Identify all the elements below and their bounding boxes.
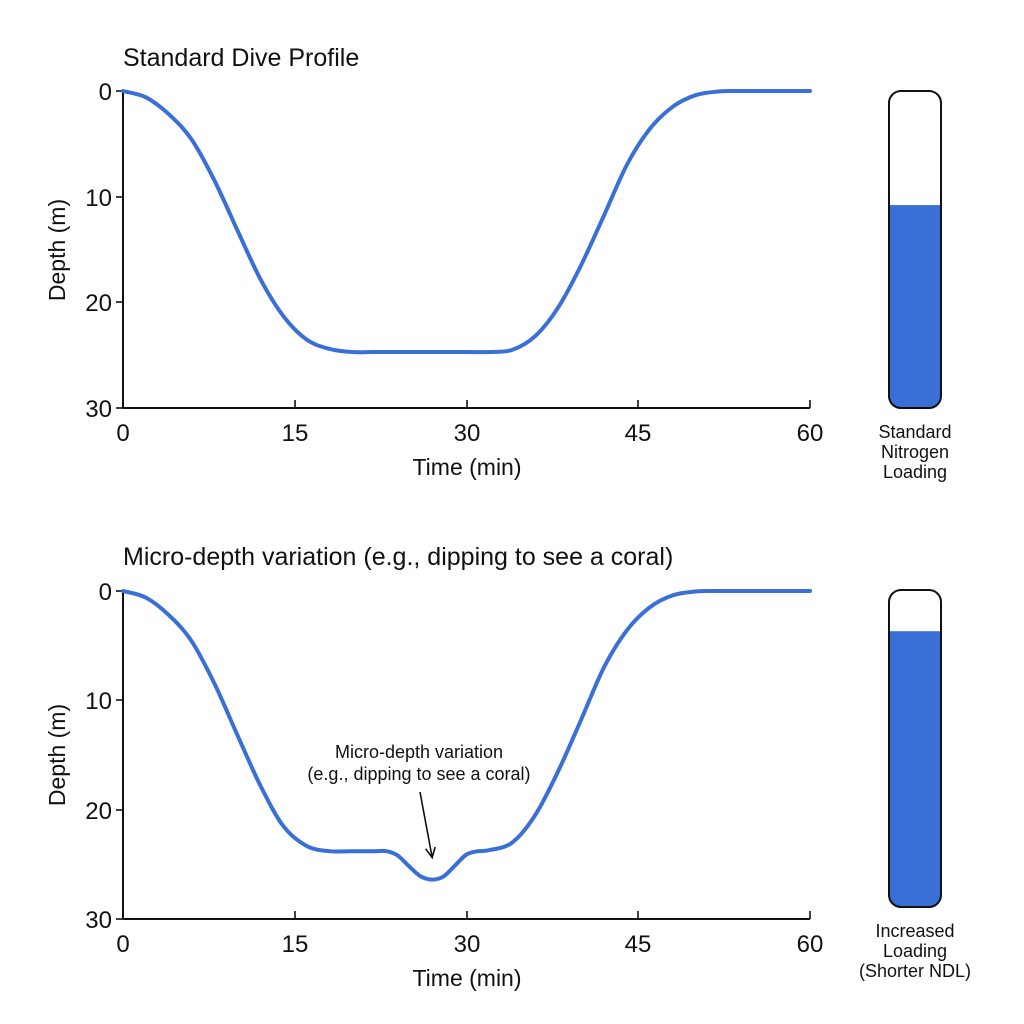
y-tick-label: 30 xyxy=(85,396,112,423)
x-tick-label: 60 xyxy=(797,420,824,447)
gauge-label-line: (Shorter NDL) xyxy=(859,961,971,981)
gauge-label-line: Loading xyxy=(883,462,947,482)
nitrogen-gauge-outline xyxy=(888,90,942,409)
x-tick-label: 30 xyxy=(454,420,481,447)
micro-depth-panel: Micro-depth variation (e.g., dipping to … xyxy=(44,543,971,991)
annotation-text-line: (e.g., dipping to see a coral) xyxy=(307,764,530,784)
x-tick-label: 0 xyxy=(116,931,129,958)
x-tick-label: 15 xyxy=(282,420,309,447)
x-tick-label: 30 xyxy=(454,931,481,958)
y-axis: 0 10 20 30 Depth (m) xyxy=(44,579,124,934)
gauge-label-line: Loading xyxy=(883,941,947,961)
y-axis: 0 10 20 30 Depth (m) xyxy=(44,79,124,423)
y-tick-label: 0 xyxy=(99,79,112,106)
y-axis-label: Depth (m) xyxy=(44,704,70,806)
x-tick-label: 45 xyxy=(625,931,652,958)
nitrogen-gauge-fill xyxy=(889,205,941,408)
nitrogen-gauge-fill xyxy=(889,631,941,907)
gauge-label-line: Nitrogen xyxy=(881,442,949,462)
y-tick-label: 30 xyxy=(85,907,112,934)
chart-title: Standard Dive Profile xyxy=(123,44,359,72)
gauge-label-line: Standard xyxy=(878,422,951,442)
x-tick-label: 0 xyxy=(116,420,129,447)
dive-profile-line xyxy=(121,88,812,355)
annotation-arrow xyxy=(419,791,433,858)
chart-title: Micro-depth variation (e.g., dipping to … xyxy=(123,543,673,571)
y-axis-label: Depth (m) xyxy=(44,199,70,301)
x-tick-label: 45 xyxy=(625,420,652,447)
x-axis: 0 15 30 45 60 Time (min) xyxy=(116,911,823,991)
dive-profile-line xyxy=(121,588,812,882)
x-axis-label: Time (min) xyxy=(412,454,521,480)
annotation-arrowhead xyxy=(424,846,436,860)
nitrogen-gauge-outline xyxy=(888,589,942,908)
standard-dive-panel: Standard Dive Profile 0 10 20 30 Depth (… xyxy=(44,44,952,482)
y-tick-label: 10 xyxy=(85,185,112,212)
x-tick-label: 15 xyxy=(282,931,309,958)
y-tick-label: 10 xyxy=(85,688,112,715)
y-tick-label: 20 xyxy=(85,798,112,825)
x-axis: 0 15 30 45 60 Time (min) xyxy=(116,400,823,480)
annotation-text-line: Micro-depth variation xyxy=(335,742,503,762)
gauge-label-line: Increased xyxy=(875,921,954,941)
y-tick-label: 20 xyxy=(85,290,112,317)
nitrogen-gauge: Increased Loading (Shorter NDL) xyxy=(859,589,971,981)
x-tick-label: 60 xyxy=(797,931,824,958)
y-tick-label: 0 xyxy=(99,579,112,606)
x-axis-label: Time (min) xyxy=(412,965,521,991)
nitrogen-gauge: Standard Nitrogen Loading xyxy=(878,90,952,482)
annotation: Micro-depth variation (e.g., dipping to … xyxy=(307,742,531,860)
